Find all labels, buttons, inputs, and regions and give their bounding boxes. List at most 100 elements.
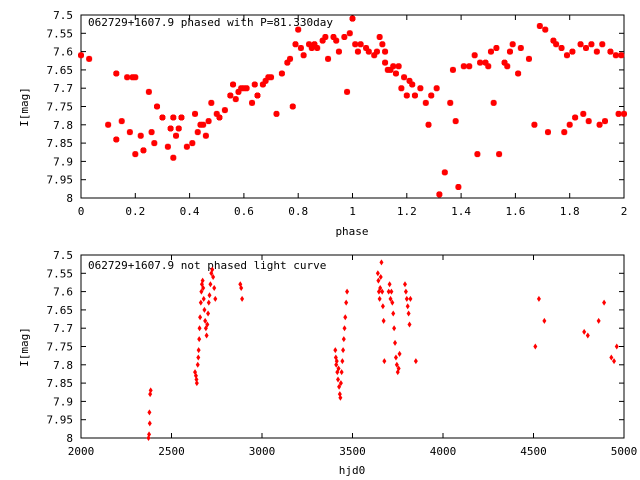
unphased-data-point: [339, 369, 344, 376]
phased-data-point: [504, 63, 511, 70]
phased-data-point: [167, 125, 174, 132]
unphased-data-point: [402, 281, 407, 288]
unphased-plot-ylabel: I[mag]: [18, 327, 31, 367]
phased-data-point: [553, 41, 560, 48]
phased-xtick-label: 1.8: [560, 205, 580, 218]
phased-data-point: [268, 74, 275, 81]
phased-data-point: [615, 110, 622, 117]
phased-data-point: [601, 118, 608, 125]
phased-data-point: [531, 121, 538, 128]
phased-data-point: [382, 48, 389, 55]
phased-data-point: [485, 63, 492, 70]
unphased-data-point: [202, 306, 207, 313]
phased-data-point: [477, 59, 484, 66]
unphased-xtick-label: 5000: [611, 445, 638, 458]
phased-data-point: [428, 92, 435, 99]
phased-data-point: [86, 55, 93, 62]
phased-data-point: [536, 22, 543, 29]
unphased-ytick-label: 7.7: [53, 322, 73, 335]
phased-data-point: [411, 92, 418, 99]
phased-data-point: [126, 129, 133, 136]
unphased-ytick-label: 7.5: [53, 249, 73, 262]
phased-data-point: [132, 74, 139, 81]
unphased-data-point: [239, 284, 244, 291]
phased-data-point: [273, 110, 280, 117]
unphased-data-point: [585, 332, 590, 339]
phased-data-point: [335, 48, 342, 55]
unphased-data-point: [407, 321, 412, 328]
phased-data-point: [509, 41, 516, 48]
phased-data-point: [208, 99, 215, 106]
phased-xtick-label: 0.2: [125, 205, 145, 218]
phased-data-point: [183, 143, 190, 150]
phased-data-point: [390, 63, 397, 70]
unphased-ytick-label: 7.55: [47, 267, 74, 280]
unphased-ytick-label: 7.9: [53, 395, 73, 408]
unphased-data-point: [198, 314, 203, 321]
phased-data-point: [230, 81, 237, 88]
unphased-data-point: [614, 343, 619, 350]
phased-xtick-label: 0: [78, 205, 85, 218]
phased-data-point: [436, 191, 443, 198]
unphased-ytick-label: 7.85: [47, 377, 74, 390]
unphased-data-point: [378, 284, 383, 291]
unphased-data-point: [196, 347, 201, 354]
phased-data-point: [192, 110, 199, 117]
unphased-data-point: [334, 358, 339, 365]
phased-xtick-label: 0.6: [234, 205, 254, 218]
unphased-data-point: [602, 299, 607, 306]
phased-data-point: [175, 125, 182, 132]
phased-data-point: [607, 48, 614, 55]
phased-data-point: [395, 63, 402, 70]
phased-xtick-label: 1: [349, 205, 356, 218]
phased-data-point: [373, 48, 380, 55]
phased-data-point: [588, 41, 595, 48]
phased-ytick-label: 7.6: [53, 46, 73, 59]
unphased-data-point: [197, 325, 202, 332]
unphased-data-point: [148, 387, 153, 394]
unphased-data-point: [405, 303, 410, 310]
unphased-data-point: [382, 358, 387, 365]
unphased-data-point: [194, 376, 199, 383]
phased-ytick-label: 7.65: [47, 64, 74, 77]
phased-data-point: [132, 151, 139, 158]
phased-data-point: [596, 121, 603, 128]
unphased-data-point: [338, 394, 343, 401]
phased-data-point: [278, 70, 285, 77]
unphased-data-point: [336, 376, 341, 383]
unphased-data-point: [343, 314, 348, 321]
unphased-ytick-label: 7.8: [53, 359, 73, 372]
phased-data-point: [243, 85, 250, 92]
unphased-data-point: [609, 354, 614, 361]
phased-data-point: [455, 184, 462, 191]
phased-data-point: [159, 114, 166, 121]
phased-plot-frame: [80, 14, 625, 199]
phased-xtick-label: 2: [621, 205, 628, 218]
unphased-data-point: [381, 317, 386, 324]
phased-data-point: [365, 48, 372, 55]
phased-data-point: [452, 118, 459, 125]
phased-data-point: [449, 66, 456, 73]
phased-data-point: [403, 92, 410, 99]
unphased-plot: 062729+1607.9 not phased light curve hjd…: [18, 249, 637, 477]
phased-data-point: [422, 99, 429, 106]
unphased-data-point: [391, 310, 396, 317]
unphased-data-point: [392, 325, 397, 332]
phased-data-point: [194, 129, 201, 136]
phased-data-point: [354, 48, 361, 55]
phased-data-point: [349, 15, 356, 22]
phased-ytick-label: 7.95: [47, 174, 74, 187]
unphased-data-point: [205, 321, 210, 328]
unphased-xtick-label: 3000: [249, 445, 276, 458]
phased-data-point: [227, 92, 234, 99]
phased-data-point: [314, 44, 321, 51]
phased-data-point: [517, 44, 524, 51]
unphased-data-point: [203, 317, 208, 324]
phased-xtick-label: 0.8: [288, 205, 308, 218]
phased-ytick-label: 7.5: [53, 9, 73, 22]
unphased-data-point: [336, 365, 341, 372]
phased-data-point: [151, 140, 158, 147]
phased-ytick-label: 7.9: [53, 155, 73, 168]
unphased-data-point: [201, 284, 206, 291]
phased-ytick-label: 7.8: [53, 119, 73, 132]
